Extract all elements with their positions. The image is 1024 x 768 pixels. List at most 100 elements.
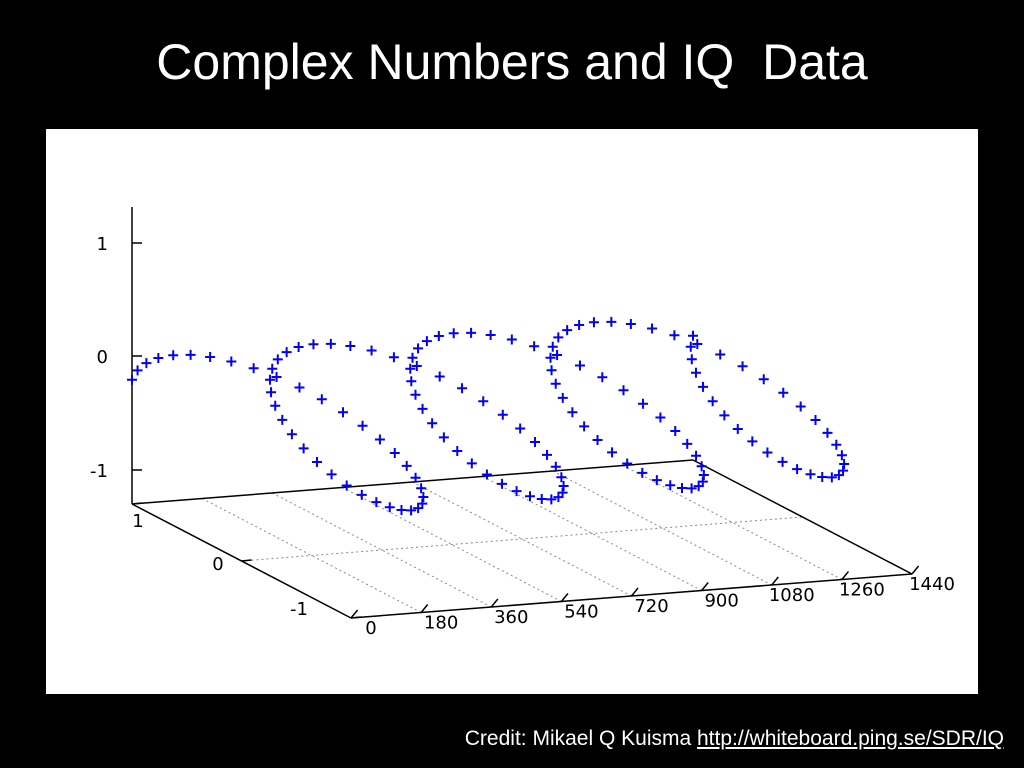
data-point-marker (153, 352, 164, 363)
credit-text: Credit: Mikael Q Kuisma (464, 727, 697, 750)
data-point-marker (478, 396, 489, 407)
z-axis-tick-label: -1 (90, 461, 108, 482)
data-point-marker (421, 336, 432, 347)
x-axis-tick (350, 609, 359, 619)
data-point-marker (836, 450, 847, 461)
data-point-marker (413, 503, 424, 514)
data-point-marker (747, 436, 758, 447)
data-point-marker (691, 450, 702, 461)
data-point-marker (795, 401, 806, 412)
data-point-marker (698, 469, 709, 480)
data-point-marker (651, 475, 662, 486)
data-point-marker (685, 341, 696, 352)
data-point-marker (762, 447, 773, 458)
data-point-marker (515, 423, 526, 434)
data-point-marker (553, 332, 564, 343)
data-point-marker (831, 439, 842, 450)
grid-line-y (241, 516, 803, 562)
y-axis-tick-label: 1 (132, 511, 143, 532)
data-point-marker (338, 407, 348, 418)
data-point-marker (316, 394, 327, 405)
data-point-marker (466, 327, 477, 338)
plot-panel: 1 0 -1 0 180 360 540 720 900 1080 1260 1440 1 0 -1 (46, 129, 978, 694)
data-point-marker (497, 478, 508, 489)
data-point-marker (552, 349, 563, 360)
data-point-marker (127, 374, 137, 385)
data-point-marker (281, 347, 292, 358)
data-point-marker (427, 418, 438, 429)
data-point-marker (778, 387, 789, 398)
data-point-marker (758, 374, 769, 385)
credit-line: Credit: Mikael Q Kuisma http://whiteboar… (465, 727, 1004, 751)
data-point-marker (625, 319, 636, 330)
data-point-marker (326, 469, 337, 480)
data-point-marker (389, 448, 400, 459)
slide-title: Complex Numbers and IQ Data (156, 34, 868, 90)
data-point-marker (553, 492, 564, 503)
data-point-marker (448, 328, 459, 339)
data-point-marker (686, 354, 697, 365)
x-axis-tick (841, 571, 850, 580)
data-point-marker (384, 502, 395, 513)
data-point-marker (374, 434, 385, 445)
data-point-marker (536, 494, 547, 505)
data-point-marker (638, 398, 649, 409)
z-axis-tick-label: 1 (97, 234, 108, 255)
data-point-marker (341, 480, 352, 491)
x-axis-tick (490, 598, 499, 608)
data-point-marker (325, 338, 336, 349)
data-point-marker (562, 325, 573, 336)
data-point-marker (266, 387, 277, 398)
data-point-marker (574, 319, 585, 330)
data-point-marker (690, 367, 701, 378)
data-point-marker (388, 352, 399, 363)
data-point-marker (676, 483, 687, 494)
data-point-marker (272, 354, 283, 365)
x-axis-tick-label: 720 (634, 596, 668, 617)
x-axis-tick-label: 360 (494, 607, 528, 628)
data-point-marker (822, 427, 833, 438)
data-point-marker (466, 458, 477, 469)
data-point-marker (506, 334, 517, 345)
x-axis-tick-label: 1440 (909, 574, 955, 595)
y-axis-tick (350, 616, 362, 619)
x-axis-tick (420, 604, 429, 613)
grid-line-x (412, 481, 632, 597)
data-point-marker (550, 461, 561, 472)
data-point-marker (550, 378, 561, 389)
data-point-marker (732, 423, 743, 434)
data-point-marker (168, 350, 179, 361)
data-point-marker (688, 330, 698, 341)
data-point-marker (707, 396, 718, 407)
data-point-marker (817, 472, 828, 483)
data-point-marker (407, 352, 418, 363)
x-axis-tick-label: 540 (564, 602, 598, 623)
data-point-marker (715, 349, 726, 360)
data-point-marker (141, 358, 152, 369)
data-point-marker (682, 438, 693, 449)
x-axis-tick-label: 1260 (839, 580, 885, 601)
data-point-marker (366, 345, 377, 356)
data-point-marker (434, 371, 445, 382)
data-point-marker (592, 434, 603, 445)
data-point-marker (698, 381, 709, 392)
credit-link[interactable]: http://whiteboard.ping.se/SDR/IQ (697, 727, 1004, 750)
data-point-marker (511, 486, 522, 497)
base-plane-edge (692, 459, 913, 575)
data-point-marker (545, 352, 556, 363)
x-axis-tick (911, 565, 920, 575)
data-point-marker (416, 483, 427, 494)
data-point-marker (655, 412, 666, 423)
data-point-marker (406, 505, 417, 516)
data-point-marker (452, 445, 463, 456)
data-point-marker (530, 437, 541, 448)
data-point-marker (567, 407, 578, 418)
data-point-marker (618, 385, 629, 396)
data-point-marker (270, 400, 281, 411)
data-point-marker (696, 461, 707, 472)
x-axis-tick (560, 593, 569, 602)
data-point-marker (293, 341, 304, 352)
data-point-marker (265, 374, 276, 385)
data-point-marker (647, 323, 658, 334)
data-point-marker (371, 497, 382, 508)
